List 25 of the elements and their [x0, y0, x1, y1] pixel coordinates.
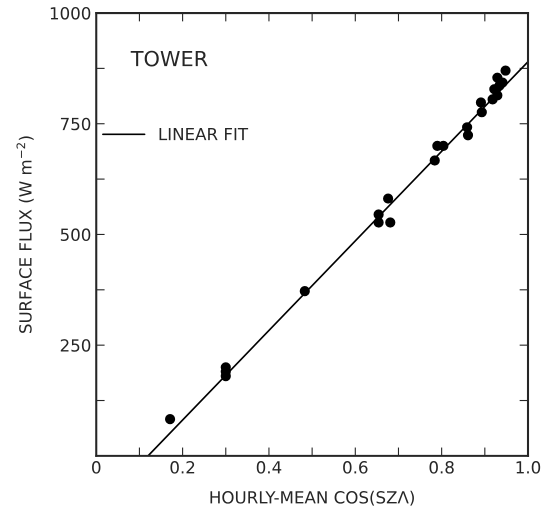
point	[430, 155, 440, 166]
y-axis-title: SURFACE FLUX (W m$^{−2}$)	[16, 136, 34, 333]
point	[476, 107, 487, 118]
x-axis-title: HOURLY-MEAN COS(SZΛ)	[210, 490, 414, 506]
x-tick-label: 0.4	[256, 461, 282, 474]
point	[462, 130, 474, 140]
y-tick-label: 250	[60, 339, 90, 352]
point	[385, 217, 396, 228]
y-tick-label: 750	[60, 118, 90, 130]
point	[500, 66, 511, 76]
x-tick-label: 0.6	[343, 461, 368, 474]
point	[476, 97, 486, 108]
annotation: TOWER	[130, 50, 208, 66]
y-tick-label: 1000	[50, 6, 90, 20]
x-tick-label: 0.8	[429, 461, 454, 474]
point	[300, 286, 310, 296]
x-tick-label: 0	[92, 461, 100, 474]
y-tick-label: 500	[60, 228, 90, 242]
point	[383, 193, 394, 204]
point	[374, 217, 384, 228]
point	[164, 414, 176, 424]
legend-label: LINEAR FIT	[160, 128, 248, 140]
x-tick-label: 0.2	[170, 461, 194, 474]
x-tick-label: 1.0	[516, 461, 540, 474]
point	[492, 90, 502, 100]
